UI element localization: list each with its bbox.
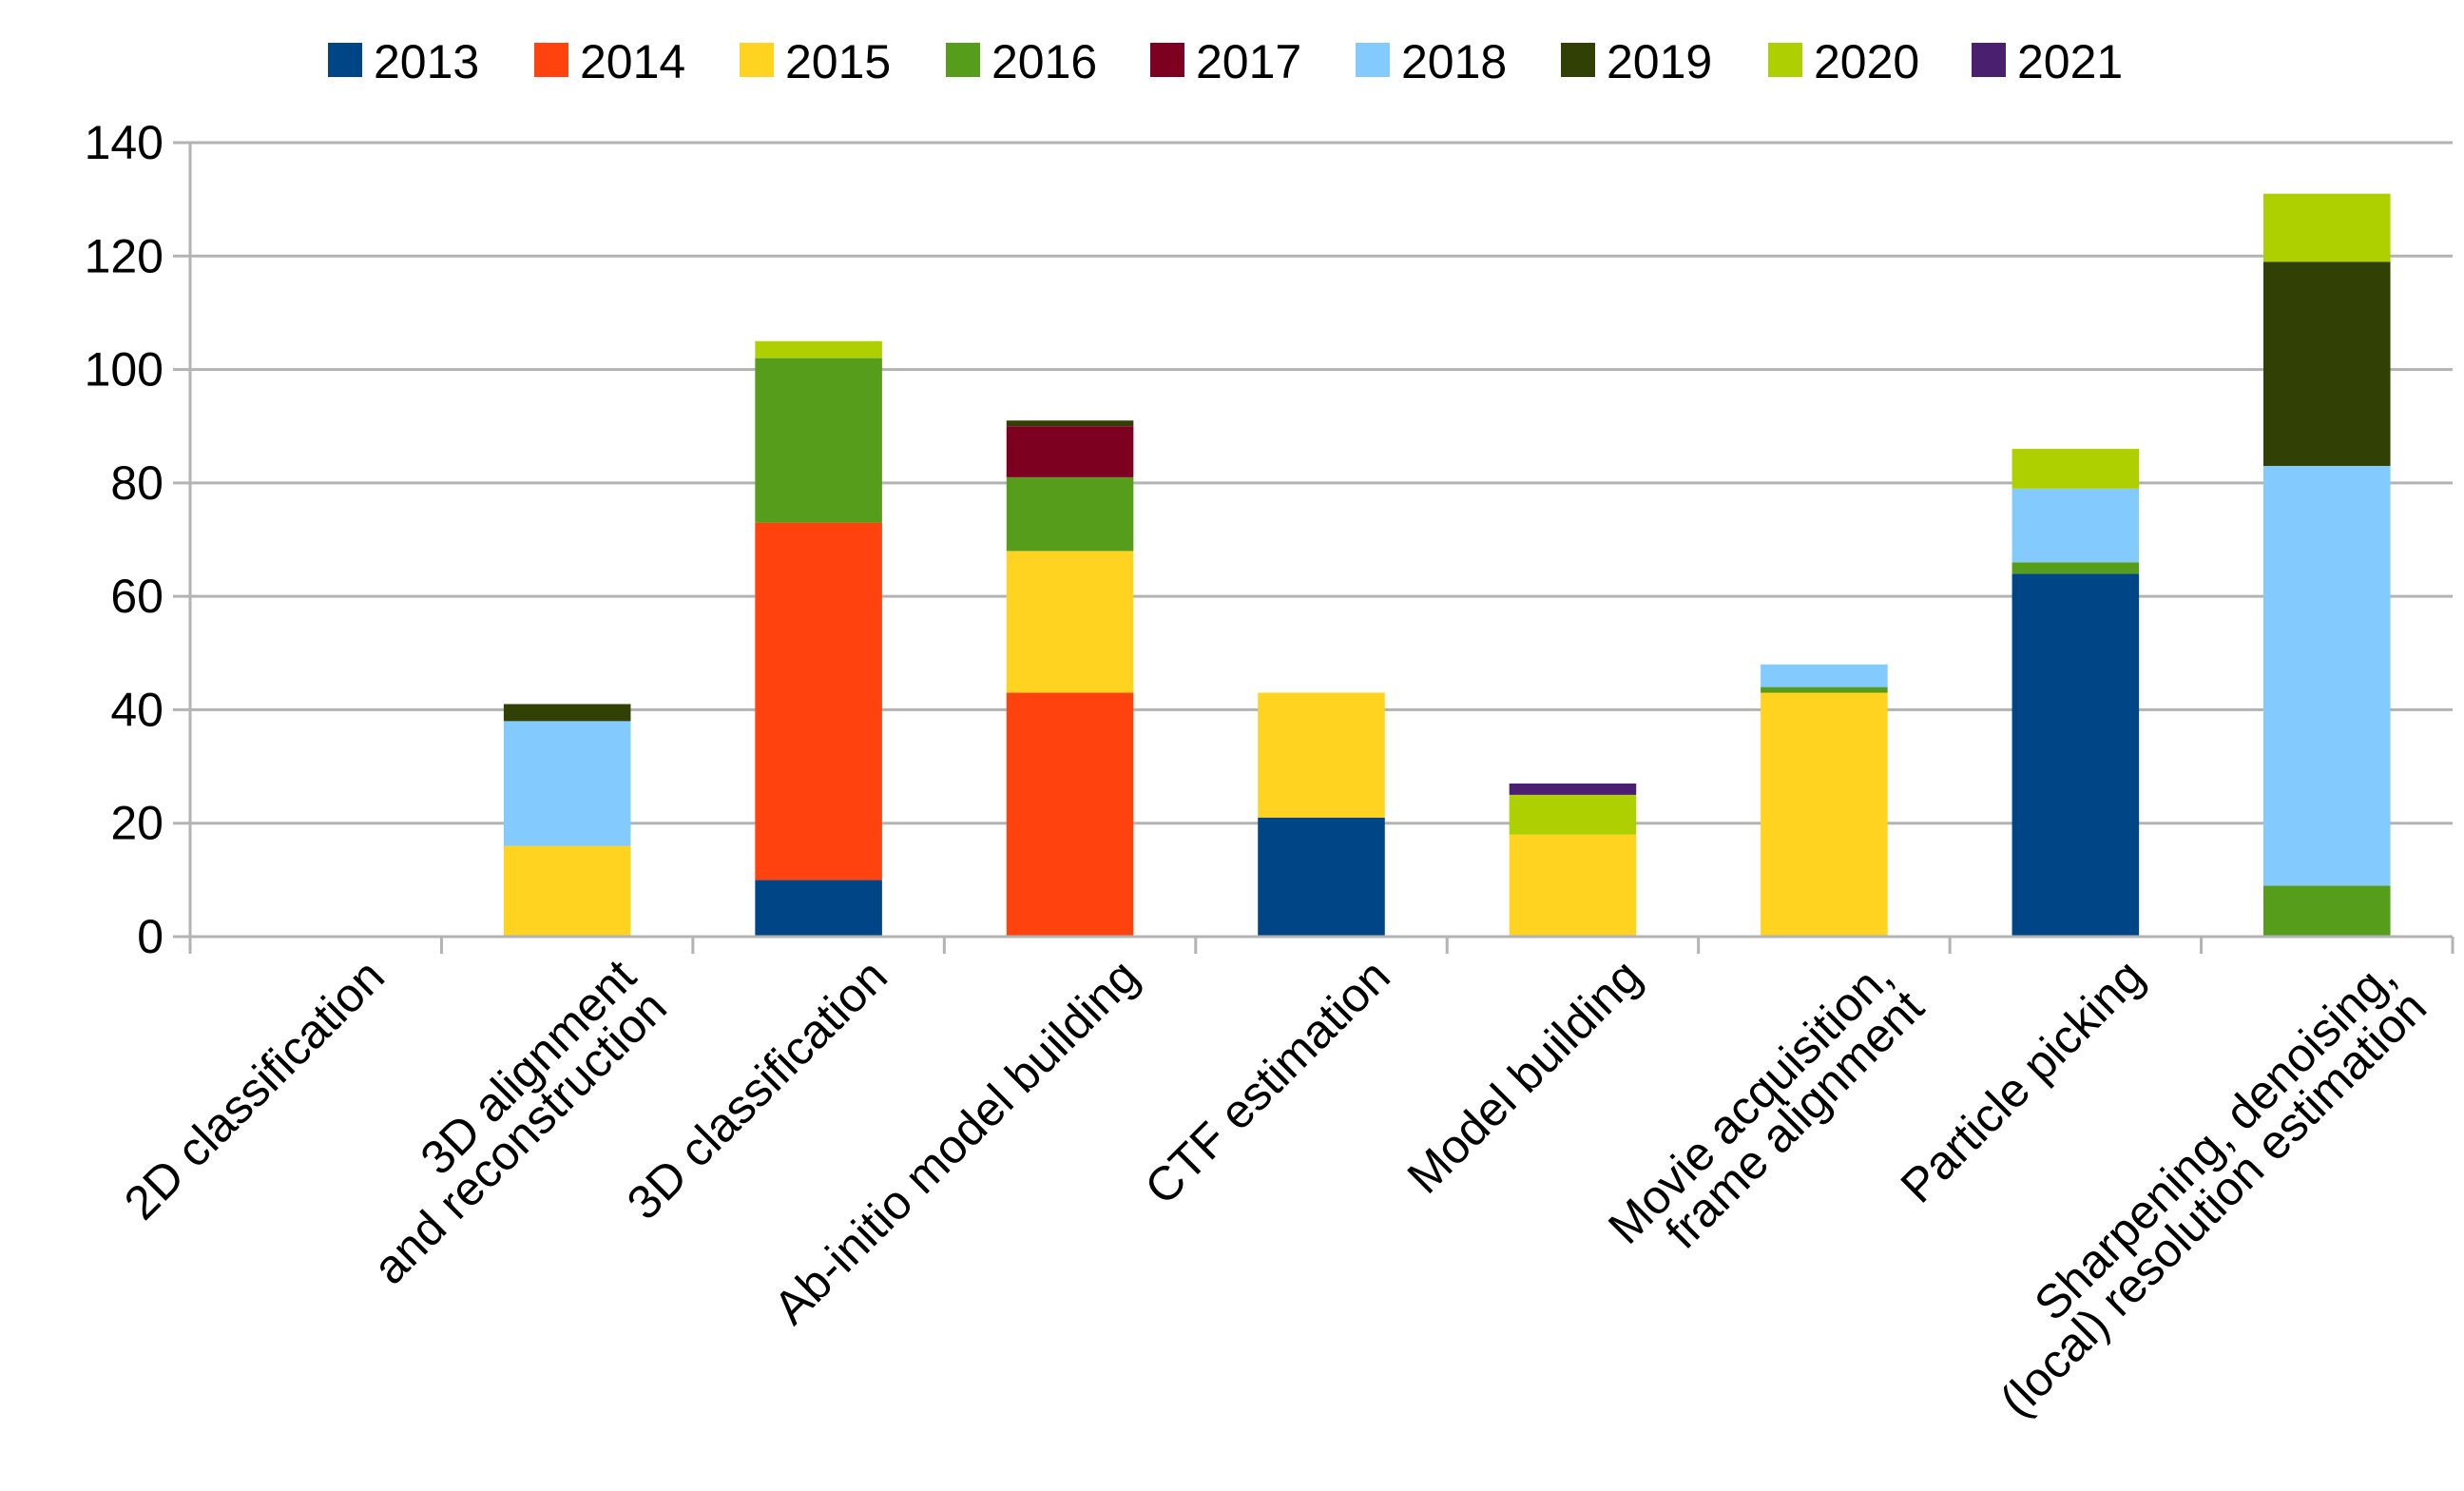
y-tick-label: 100 [85,343,164,397]
category-label: 2D classification [114,949,395,1230]
legend-label-2021: 2021 [2017,35,2123,88]
category-label-text: 3D classification [617,949,897,1230]
category-label: Sharpening, denoising,(local) resolution… [1959,949,2436,1426]
category-label-text: 3D alignmentand reconstruction [332,949,677,1294]
legend-swatch-2017 [1150,43,1184,77]
bar-segment-2019 [503,704,631,722]
bar-segment-2018 [2012,488,2140,563]
y-tick-label: 80 [110,456,164,510]
category-label: Model building [1397,949,1652,1204]
legend-label-2013: 2013 [374,35,479,88]
category-label-text: CTF estimation [1134,949,1399,1214]
legend-swatch-2019 [1561,43,1595,77]
legend-label-2014: 2014 [580,35,685,88]
legend-label-2019: 2019 [1607,35,1712,88]
legend-label-2017: 2017 [1196,35,1301,88]
legend-label-2018: 2018 [1401,35,1507,88]
category-label: Particle picking [1891,949,2154,1212]
category-label-line: Movie acquisition, [1598,949,1903,1254]
y-tick-label: 40 [110,683,164,736]
legend-swatch-2014 [534,43,568,77]
y-tick-label: 120 [85,229,164,282]
bar-segment-2013 [1258,817,1385,937]
bar-segment-2019 [1006,420,1134,427]
category-label: 3D classification [617,949,897,1230]
bar-segment-2020 [2263,193,2391,262]
category-label-text: Sharpening, denoising,(local) resolution… [1959,949,2436,1426]
bar-segment-2015 [1006,551,1134,693]
bar-segment-2015 [503,845,631,937]
bar-segment-2016 [2012,562,2140,574]
bar-segment-2014 [755,522,882,881]
bar-segment-2019 [2263,261,2391,466]
category-label-line: 3D classification [617,949,897,1230]
bar-segment-2016 [2263,885,2391,937]
legend-swatch-2015 [740,43,774,77]
bar-segment-2015 [1761,692,1888,937]
category-label: Movie acquisition,frame alignment [1598,949,1934,1285]
legend-label-2016: 2016 [991,35,1097,88]
x-axis-labels: 2D classification 3D alignmentand reconst… [114,949,2436,1427]
y-tick-label: 0 [137,910,164,963]
legend: 2013 2014 2015 2016 2017 2018 2019 2020 2021 [328,35,2123,88]
y-tick-label: 20 [110,797,164,850]
category-label-text: Particle picking [1891,949,2154,1212]
bar-segment-2018 [503,721,631,846]
bar-segment-2013 [755,880,882,937]
bar-segment-2020 [755,340,882,358]
bar-segment-2013 [2012,573,2140,937]
bar-segment-2014 [1006,692,1134,937]
category-label-text: 2D classification [114,949,395,1230]
category-label: CTF estimation [1134,949,1399,1214]
category-label-line: 2D classification [114,949,395,1230]
legend-label-2015: 2015 [785,35,891,88]
bar-segment-2018 [1761,664,1888,687]
y-tick-label: 60 [110,570,164,623]
bars [503,193,2391,937]
axes [188,143,2454,954]
legend-label-2020: 2020 [1814,35,1919,88]
category-label-line: Particle picking [1891,949,2154,1212]
bar-segment-2015 [1258,692,1385,818]
category-label-line: CTF estimation [1134,949,1399,1214]
category-label-text: Model building [1397,949,1652,1204]
legend-swatch-2013 [328,43,362,77]
bar-segment-2015 [1509,834,1637,937]
category-label-line: Model building [1397,949,1652,1204]
bar-segment-2016 [1006,476,1134,552]
y-tick-label: 140 [85,116,164,169]
legend-swatch-2016 [946,43,980,77]
legend-swatch-2020 [1768,43,1802,77]
bar-segment-2016 [755,358,882,523]
bar-segment-2018 [2263,465,2391,886]
legend-swatch-2021 [1972,43,2006,77]
category-label: 3D alignmentand reconstruction [332,949,677,1294]
bar-segment-2017 [1006,426,1134,477]
y-axis-ticks: 0 20 40 60 80 100 120 140 [85,116,190,963]
legend-swatch-2018 [1356,43,1390,77]
category-label-text: Movie acquisition,frame alignment [1598,949,1934,1285]
bar-segment-2021 [1509,783,1637,795]
bar-segment-2016 [1761,687,1888,693]
bar-segment-2020 [1509,794,1637,835]
bar-segment-2020 [2012,449,2140,489]
category-label-line: and reconstruction [362,980,676,1294]
